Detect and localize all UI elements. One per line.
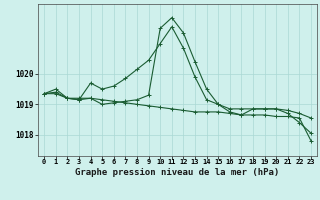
X-axis label: Graphe pression niveau de la mer (hPa): Graphe pression niveau de la mer (hPa): [76, 168, 280, 177]
